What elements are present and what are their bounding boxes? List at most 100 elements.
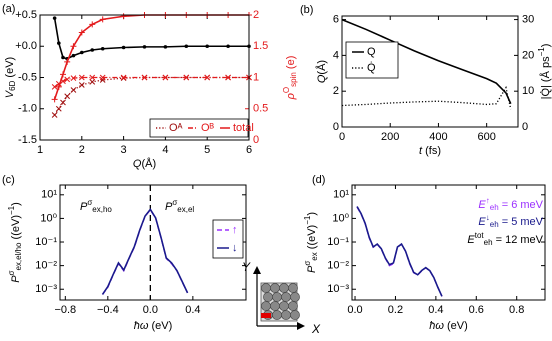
label-part: σ <box>7 270 16 275</box>
y-tick-label: 10⁻² <box>327 260 349 272</box>
label-part: V <box>4 89 16 98</box>
marker <box>120 13 127 20</box>
y-tick-label: 10⁻² <box>35 260 57 272</box>
marker <box>78 74 85 81</box>
y-tick-label: 10⁻³ <box>327 283 349 295</box>
y-tick-label: 10¹ <box>333 189 349 201</box>
label-part: E <box>467 234 475 246</box>
legend-box <box>345 41 399 79</box>
y-tick-label: 0 <box>333 121 339 133</box>
marker <box>183 74 190 81</box>
marker <box>226 44 230 49</box>
label-part: ((eV) <box>10 215 22 243</box>
y2-tick-label: 10 <box>522 85 534 97</box>
marker <box>52 16 57 20</box>
legend-label: Q <box>367 46 376 58</box>
x-tick-label: 200 <box>381 131 399 143</box>
inset-atom <box>290 310 300 320</box>
annotation: Pσex,ho <box>80 198 112 214</box>
label-part: O <box>282 87 291 93</box>
inset-atom <box>270 301 280 311</box>
y2-tick-label: 0 <box>253 134 259 146</box>
label-part: ex <box>310 252 319 260</box>
label-part: (e) <box>285 56 297 73</box>
y2-tick-label: 1 <box>253 71 259 83</box>
legend-box <box>149 118 249 138</box>
y-tick-label: +0.0 <box>15 40 37 52</box>
label-part: P <box>306 265 318 273</box>
marker <box>99 77 106 83</box>
x-axis-label: Q(Å) <box>133 157 156 170</box>
label-part: E <box>478 199 486 211</box>
inset-atom <box>290 292 300 302</box>
label-part: ex,el <box>177 205 194 214</box>
inset-atom <box>281 310 291 320</box>
marker <box>55 83 62 90</box>
label-part: eh <box>484 238 493 247</box>
y-tick-label: -1.0 <box>18 103 37 115</box>
x-tick-label: 0.8 <box>509 304 524 316</box>
marker <box>59 71 66 78</box>
label-part: −1 <box>537 47 546 57</box>
y-axis-label: V6D (eV) <box>4 57 17 98</box>
inset-molecule <box>261 313 271 318</box>
marker <box>120 74 127 81</box>
marker <box>70 75 77 81</box>
marker <box>142 45 147 49</box>
marker <box>205 44 209 49</box>
series-line <box>341 18 512 105</box>
y-tick-label: 10⁻³ <box>35 283 57 295</box>
y-tick-label: 6 <box>333 13 339 25</box>
y-tick-label: -0.5 <box>18 71 37 83</box>
x-tick-label: 0.6 <box>469 304 484 316</box>
y-tick-label: 10⁰ <box>40 212 57 224</box>
y-tick-label: 10⁻¹ <box>35 236 57 248</box>
marker <box>70 87 77 93</box>
x-axis-label: ħω (eV) <box>429 320 468 332</box>
label-part: eh <box>490 203 499 212</box>
panel: (a)1 2 3 4 5 6+0.5+0.0-0.5-1.0-1.5 00.511.52Q(… <box>2 3 298 170</box>
inset-y-head <box>253 266 261 274</box>
marker <box>70 43 77 50</box>
marker <box>51 84 58 90</box>
y2-axis-label: |Q̇| (Å ps−1) <box>537 44 552 100</box>
label-part: 6D <box>8 80 17 90</box>
x-tick-label: 4 <box>162 144 168 156</box>
inset-atom <box>279 283 289 293</box>
label-part: ↓ <box>486 213 490 222</box>
y2-tick-label: 30 <box>522 13 534 25</box>
x-tick-label: 5 <box>204 144 210 156</box>
marker <box>61 55 65 60</box>
x-tick-label: 0.0 <box>143 304 158 316</box>
label-part: −1 <box>7 205 16 215</box>
y-tick-label: 10¹ <box>41 189 57 201</box>
inset-atom <box>261 283 271 293</box>
marker <box>78 82 85 88</box>
annotation: Etoteh = 12 meV <box>467 231 543 247</box>
label-part: P <box>10 275 22 283</box>
label-part: (eV) <box>4 57 16 81</box>
x-axis-label: t (fs) <box>419 145 441 157</box>
x-tick-label: 3 <box>121 144 127 156</box>
inset-atom <box>281 292 291 302</box>
label-part: ) <box>306 212 318 216</box>
marker <box>89 79 96 85</box>
panel-label: (c) <box>2 174 15 186</box>
label-part: t <box>419 145 423 157</box>
x-tick-label: 600 <box>477 131 495 143</box>
label-part: tot <box>475 231 485 240</box>
legend-label: Oᴮ <box>201 122 215 134</box>
y-tick-label: 4 <box>333 49 339 61</box>
panel: (d) 0.0 0.2 0.4 0.6 0.8 10⁻³ 10⁻² 10⁻¹ 10⁰ 10¹ ħω (… <box>303 174 546 332</box>
y2-axis-label: ρOspin (e) <box>282 56 298 101</box>
x-tick-label: 6 <box>246 144 252 156</box>
panel-label: (a) <box>2 3 15 15</box>
marker <box>141 74 148 81</box>
y-tick-label: -1.5 <box>18 134 37 146</box>
y-tick-label: 10⁻¹ <box>327 236 349 248</box>
inset-atom <box>272 310 282 320</box>
plot-frame <box>39 14 250 141</box>
inset-atom <box>279 301 289 311</box>
